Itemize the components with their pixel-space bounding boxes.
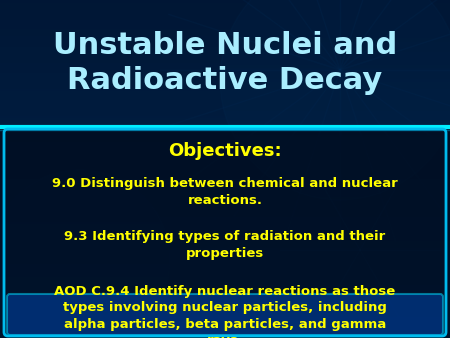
Text: Unstable Nuclei and
Radioactive Decay: Unstable Nuclei and Radioactive Decay	[53, 31, 397, 95]
Circle shape	[220, 0, 450, 200]
Text: AOD C.9.4 Identify nuclear reactions as those
types involving nuclear particles,: AOD C.9.4 Identify nuclear reactions as …	[54, 285, 396, 338]
Text: Objectives:: Objectives:	[168, 142, 282, 160]
Bar	[0, 127, 450, 338]
Text: 9.3 Identifying types of radiation and their
properties: 9.3 Identifying types of radiation and t…	[64, 230, 386, 260]
Bar	[0, 0, 450, 127]
FancyBboxPatch shape	[7, 294, 443, 335]
Text: 9.0 Distinguish between chemical and nuclear
reactions.: 9.0 Distinguish between chemical and nuc…	[52, 177, 398, 207]
Circle shape	[0, 170, 170, 338]
